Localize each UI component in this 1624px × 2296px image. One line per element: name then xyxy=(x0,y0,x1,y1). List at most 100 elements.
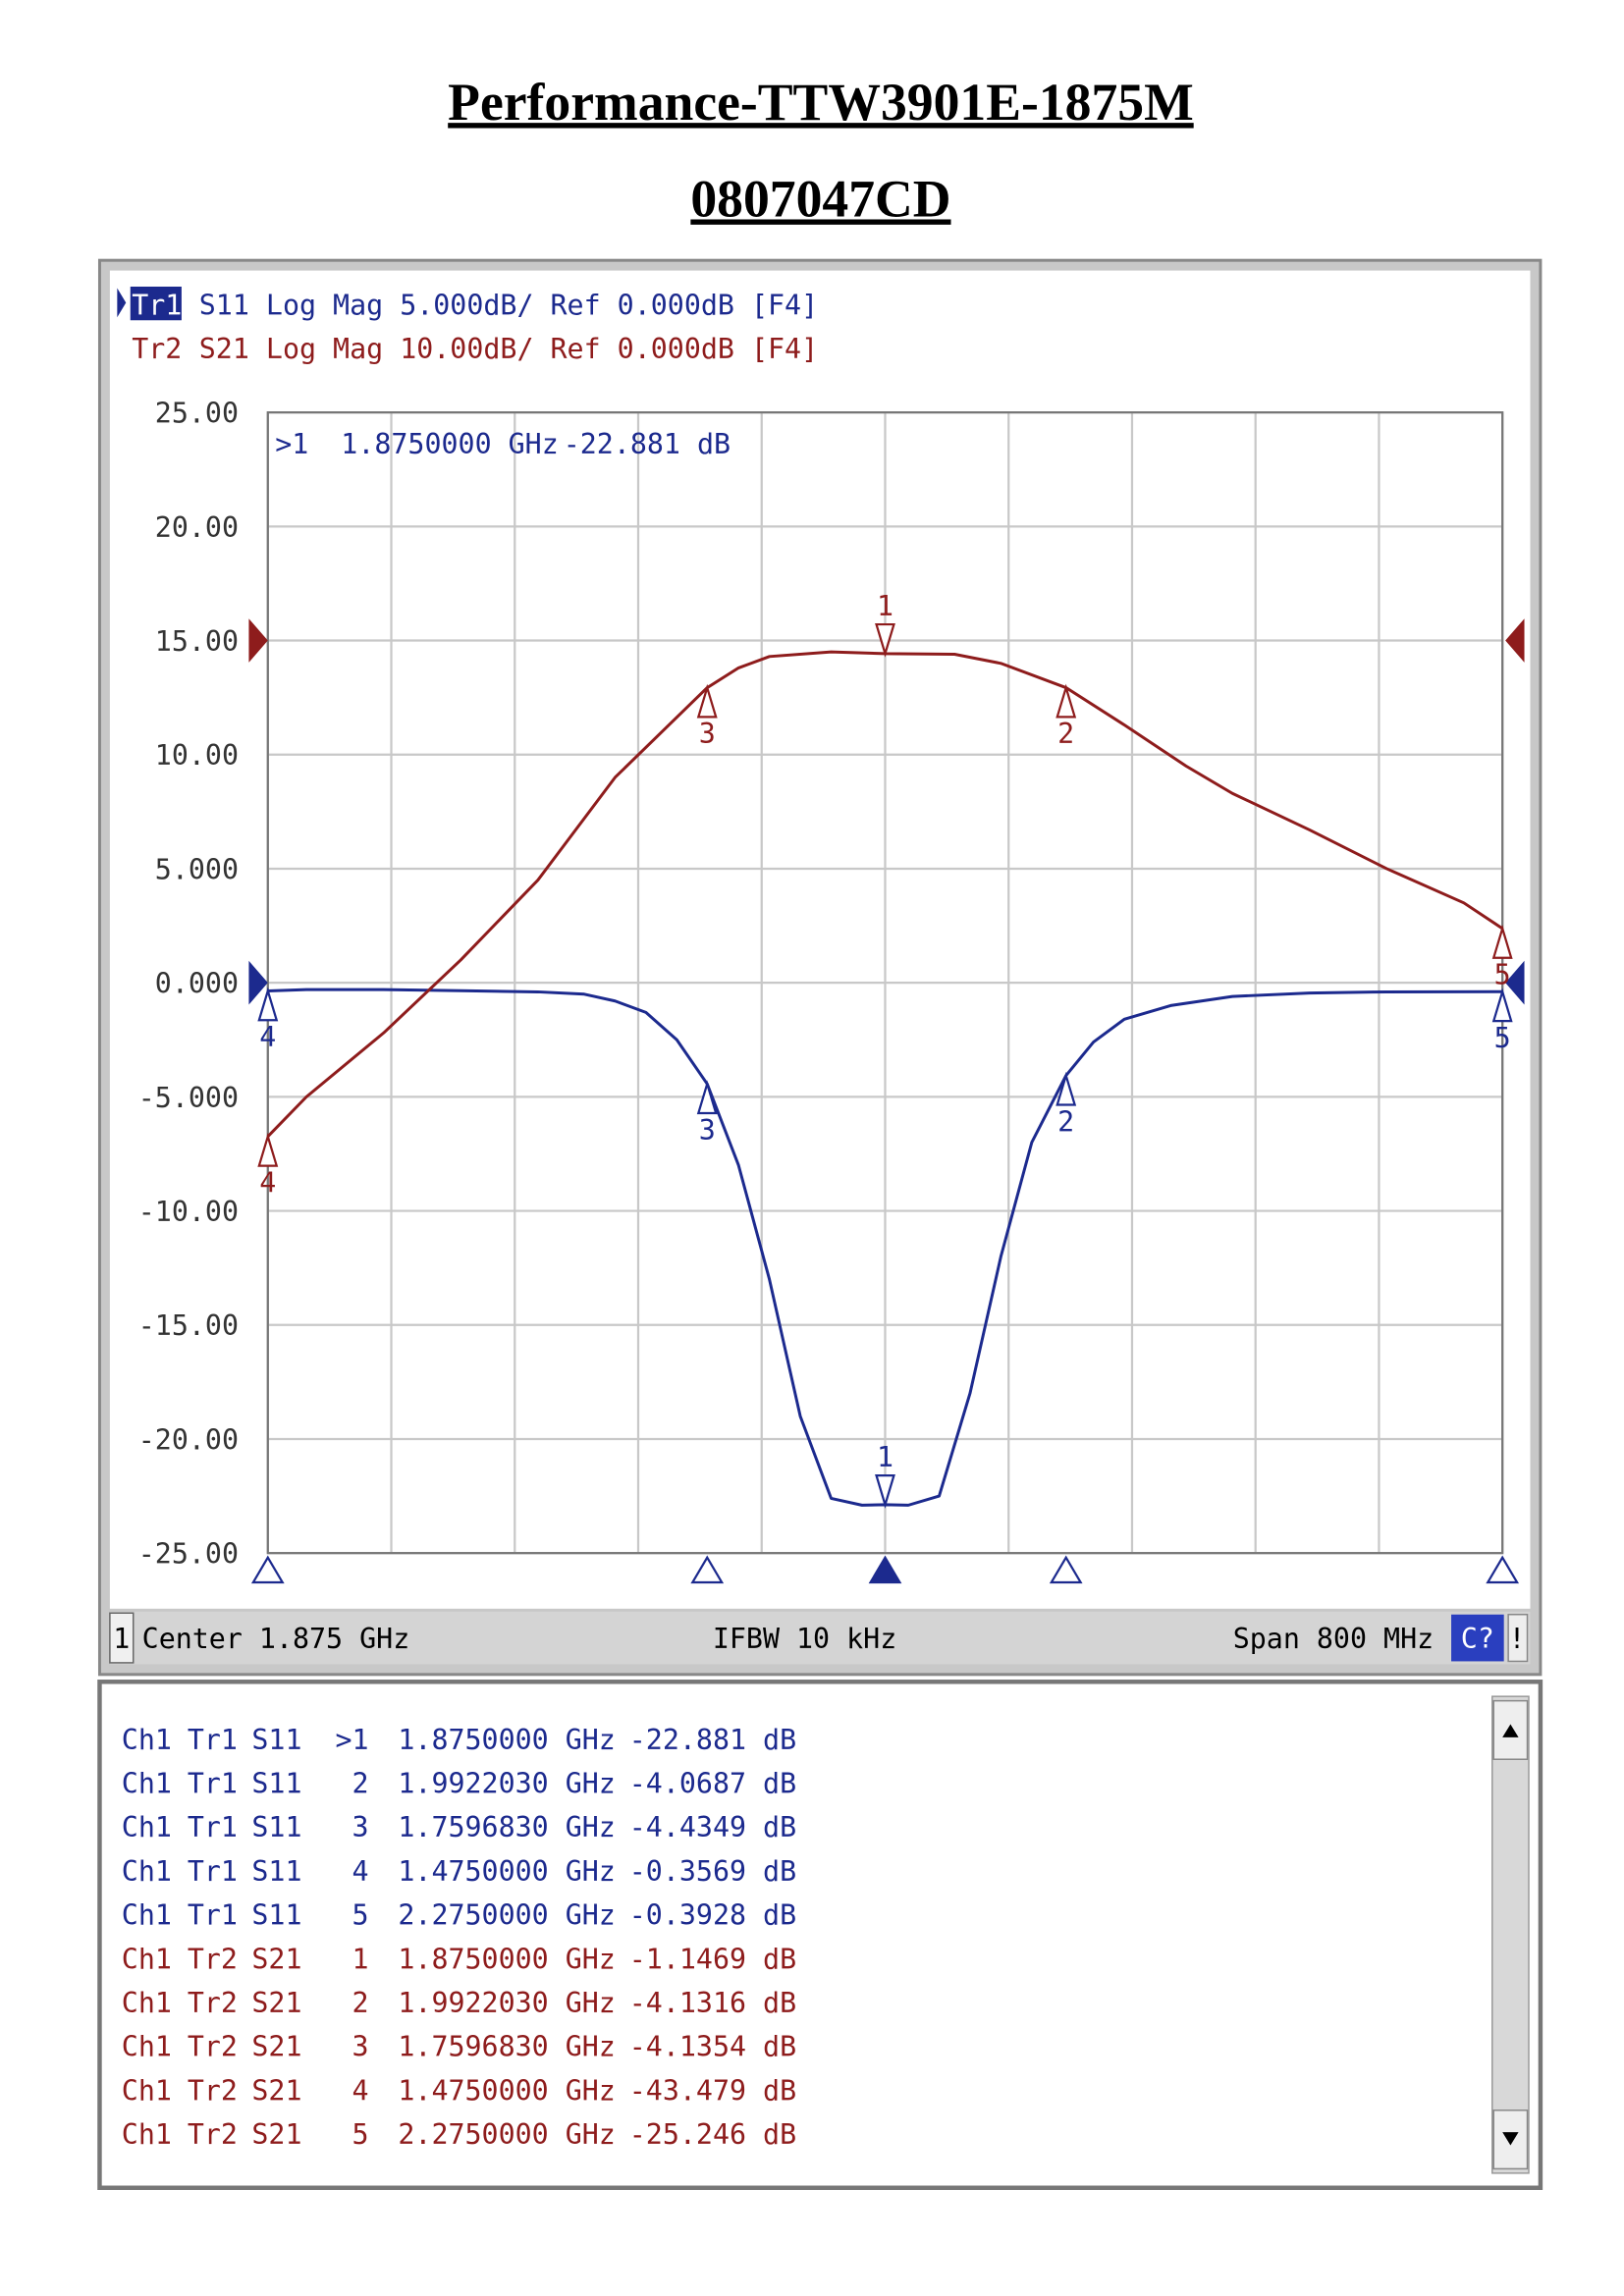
table-cell: Ch1 xyxy=(122,1811,172,1843)
marker-label: 3 xyxy=(699,718,716,750)
channel-box xyxy=(109,1612,135,1664)
table-cell: -4.0687 dB xyxy=(629,1768,796,1800)
table-cell: 2 xyxy=(352,1768,369,1800)
table-cell: 2.2750000 GHz xyxy=(398,2118,615,2151)
marker xyxy=(1491,925,1513,959)
table-cell: -43.479 dB xyxy=(629,2074,796,2107)
table-cell: S21 xyxy=(251,2074,301,2107)
table-cell: Tr2 xyxy=(188,1943,238,1975)
table-cell: 1.8750000 GHz xyxy=(398,1724,615,1756)
table-cell: Ch1 xyxy=(122,2074,172,2107)
y-tick-label: 15.00 xyxy=(155,625,239,658)
y-tick-label: 25.00 xyxy=(155,398,239,430)
table-cell: S11 xyxy=(251,1768,301,1800)
status-span: Span 800 MHz xyxy=(1233,1623,1434,1655)
status-ifbw: IFBW 10 kHz xyxy=(713,1623,896,1655)
table-cell: Tr1 xyxy=(188,1724,238,1756)
status-flag: ! xyxy=(1509,1623,1526,1655)
table-cell: S11 xyxy=(251,1811,301,1843)
table-cell: -25.246 dB xyxy=(629,2118,796,2151)
cal-box xyxy=(1451,1614,1504,1662)
table-cell: Ch1 xyxy=(122,1987,172,2019)
ref-arrow-right xyxy=(1505,618,1525,663)
table-cell: Ch1 xyxy=(122,1768,172,1800)
marker-label: 3 xyxy=(699,1114,716,1147)
table-cell: -1.1469 dB xyxy=(629,1943,796,1975)
trace-line xyxy=(267,988,1503,1507)
table-cell: >1 xyxy=(336,1724,369,1756)
marker xyxy=(257,987,279,1022)
table-cell: 1.4750000 GHz xyxy=(398,2074,615,2107)
y-tick-label: 10.00 xyxy=(155,739,239,772)
trace-info: S11 Log Mag 5.000dB/ Ref 0.000dB [F4] xyxy=(199,289,818,321)
y-tick-label: -15.00 xyxy=(138,1309,239,1342)
active-marker-response: -22.881 dB xyxy=(564,428,731,460)
marker-label: 2 xyxy=(1057,1105,1074,1138)
marker-label: 1 xyxy=(877,1441,893,1473)
active-marker-stimulus: 1.8750000 GHz xyxy=(341,428,558,460)
table-cell: 1 xyxy=(352,1943,369,1975)
table-cell: 2.2750000 GHz xyxy=(398,1899,615,1932)
y-tick-label: -25.00 xyxy=(138,1538,239,1571)
table-cell: Tr2 xyxy=(188,2031,238,2063)
marker xyxy=(1056,1071,1077,1106)
table-cell: 1.9922030 GHz xyxy=(398,1987,615,2019)
table-cell: -4.4349 dB xyxy=(629,1811,796,1843)
stimulus-marker xyxy=(868,1555,902,1584)
y-tick-label: -20.00 xyxy=(138,1423,239,1456)
marker-label: 5 xyxy=(1494,959,1511,991)
marker-table-panel xyxy=(97,1680,1543,2190)
status-channel: 1 xyxy=(113,1623,130,1655)
table-cell: -4.1316 dB xyxy=(629,1987,796,2019)
active-trace-highlight xyxy=(130,287,182,321)
table-cell: Ch1 xyxy=(122,1855,172,1888)
ref-arrow-right xyxy=(1505,960,1525,1005)
table-cell: -22.881 dB xyxy=(629,1724,796,1756)
y-tick-label: 20.00 xyxy=(155,511,239,544)
stimulus-marker xyxy=(690,1555,725,1584)
table-cell: S11 xyxy=(251,1724,301,1756)
table-cell: Tr2 xyxy=(188,2074,238,2107)
table-cell: -0.3928 dB xyxy=(629,1899,796,1932)
table-cell: 1.7596830 GHz xyxy=(398,1811,615,1843)
stimulus-marker xyxy=(1486,1555,1520,1584)
marker xyxy=(696,1080,718,1115)
table-cell: Tr2 xyxy=(188,1987,238,2019)
scrollbar[interactable] xyxy=(1491,1695,1530,2174)
table-cell: S21 xyxy=(251,2118,301,2151)
y-tick-label: -10.00 xyxy=(138,1196,239,1228)
table-cell: Ch1 xyxy=(122,2031,172,2063)
table-cell: Ch1 xyxy=(122,1899,172,1932)
table-cell: 4 xyxy=(352,2074,369,2107)
table-cell: 3 xyxy=(352,2031,369,2063)
trace-name: Tr2 xyxy=(132,333,182,365)
table-cell: S21 xyxy=(251,1987,301,2019)
table-cell: Tr1 xyxy=(188,1768,238,1800)
table-cell: 3 xyxy=(352,1811,369,1843)
marker-label: 2 xyxy=(1057,718,1074,750)
y-tick-label: -5.000 xyxy=(138,1082,239,1114)
table-cell: Tr1 xyxy=(188,1855,238,1888)
stimulus-marker xyxy=(1049,1555,1083,1584)
table-cell: 1.4750000 GHz xyxy=(398,1855,615,1888)
stimulus-marker xyxy=(250,1555,285,1584)
trace-name: Tr1 xyxy=(132,289,182,321)
table-cell: 4 xyxy=(352,1855,369,1888)
marker-label: 5 xyxy=(1494,1022,1511,1054)
table-cell: Tr2 xyxy=(188,2118,238,2151)
table-cell: S11 xyxy=(251,1855,301,1888)
marker xyxy=(1056,683,1077,719)
page-subtitle: 0807047CD xyxy=(690,169,950,228)
y-tick-label: 5.000 xyxy=(155,853,239,885)
marker xyxy=(696,683,718,719)
table-cell: 1.7596830 GHz xyxy=(398,2031,615,2063)
table-cell: 2 xyxy=(352,1987,369,2019)
table-cell: 1.8750000 GHz xyxy=(398,1943,615,1975)
table-cell: Ch1 xyxy=(122,2118,172,2151)
active-trace-arrow xyxy=(117,288,127,318)
table-cell: -0.3569 dB xyxy=(629,1855,796,1888)
marker xyxy=(875,1474,895,1509)
page-title: Performance-TTW3901E-1875M xyxy=(448,73,1194,132)
